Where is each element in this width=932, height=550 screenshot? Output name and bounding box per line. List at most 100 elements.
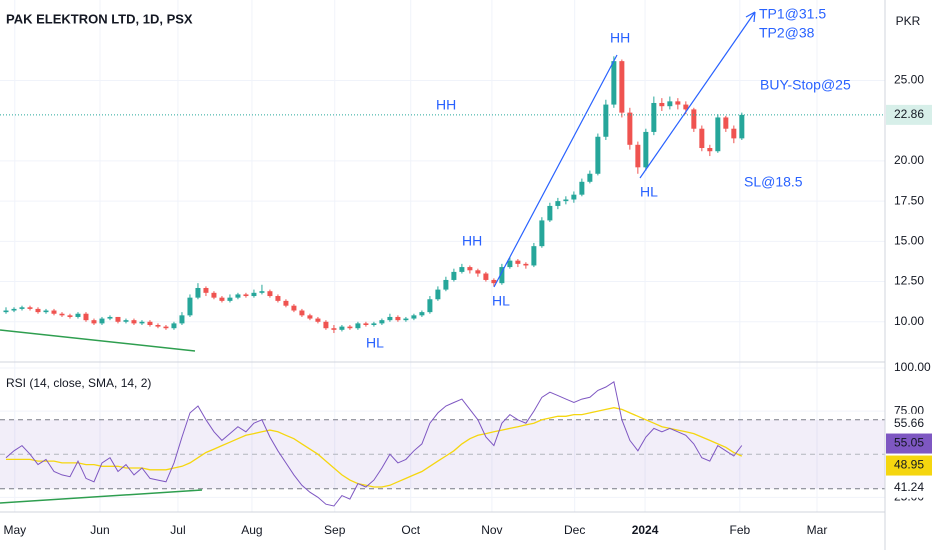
rsi-level-badge-label: 41.24 — [894, 480, 924, 494]
candle-body — [355, 323, 361, 329]
candle-body — [203, 287, 209, 293]
candle-body — [467, 267, 473, 271]
candle-body — [107, 316, 113, 319]
rsi-title: RSI (14, close, SMA, 14, 2) — [6, 376, 151, 390]
candle-body — [595, 136, 601, 174]
candle-body — [539, 220, 545, 247]
candle-body — [339, 326, 345, 330]
candle-body — [251, 292, 257, 297]
x-tick-label: Dec — [564, 523, 585, 537]
candle-body — [43, 310, 49, 313]
annotation: HL — [492, 293, 510, 309]
y-tick-label: 20.00 — [894, 153, 924, 167]
labels: May Jun Jul Aug Sep Oct Nov Dec 2024 Feb Mar 10.00 1… — [3, 6, 932, 537]
candle-body — [603, 104, 609, 137]
candle-body — [555, 201, 561, 206]
annotation: HH — [610, 30, 630, 46]
candle-body — [171, 323, 177, 329]
rsi-level-badge-label: 55.66 — [894, 416, 924, 430]
candle-body — [563, 199, 569, 202]
candle-body — [371, 323, 377, 325]
trend-line — [639, 11, 756, 179]
annotation: TP2@38 — [759, 25, 815, 41]
candle-body — [275, 296, 281, 301]
x-tick-label: Aug — [241, 523, 262, 537]
candle-body — [675, 101, 681, 105]
rsi-level-badge — [886, 477, 932, 498]
candle-body — [435, 289, 441, 300]
candle-body — [571, 194, 577, 200]
candle-body — [259, 291, 265, 293]
candle-body — [499, 267, 505, 284]
y-tick-label: 17.50 — [894, 193, 924, 207]
candle-body — [699, 128, 705, 149]
candle-body — [419, 312, 425, 316]
marks — [0, 56, 885, 507]
candle-body — [707, 148, 713, 152]
candle-body — [387, 316, 393, 321]
candle-body — [195, 287, 201, 298]
candle-body — [395, 316, 401, 321]
y-tick-label: 10.00 — [894, 314, 924, 328]
candle-body — [155, 324, 161, 327]
candle-body — [547, 205, 553, 221]
candle-body — [403, 318, 409, 321]
candle-body — [411, 315, 417, 319]
candle-body — [331, 328, 337, 330]
candle-body — [611, 61, 617, 105]
y-tick-label: 15.00 — [894, 234, 924, 248]
candle-body — [651, 102, 657, 132]
candle-body — [531, 246, 537, 266]
candle-body — [75, 313, 81, 317]
x-tick-label: Sep — [324, 523, 346, 537]
grid — [0, 0, 885, 512]
annotation: BUY-Stop@25 — [760, 77, 851, 93]
candle-body — [11, 308, 17, 311]
x-tick-label: Jul — [170, 523, 185, 537]
candle-body — [147, 321, 153, 325]
candle-body — [123, 320, 129, 322]
candle-body — [67, 315, 73, 317]
arrow-head — [745, 11, 756, 23]
candle-body — [475, 270, 481, 274]
candle-body — [139, 321, 145, 324]
candle-body — [219, 297, 225, 301]
candle-body — [299, 310, 305, 316]
candle-body — [131, 320, 137, 324]
candle-body — [91, 320, 97, 324]
rsi-line — [5, 380, 743, 507]
x-tick-label: Oct — [401, 523, 420, 537]
y-tick-label: 25.00 — [894, 73, 924, 87]
candle-body — [235, 294, 241, 298]
candle-body — [3, 310, 9, 313]
annotation: SL@18.5 — [744, 174, 803, 190]
candle-body — [347, 326, 353, 329]
candle-body — [691, 109, 697, 129]
x-tick-label: Mar — [807, 523, 828, 537]
candle-body — [619, 61, 625, 113]
annotation: HL — [640, 184, 658, 200]
candle-body — [35, 308, 41, 313]
candle-body — [99, 318, 105, 324]
rsi-level-badge — [886, 413, 932, 434]
candle-body — [323, 321, 329, 329]
candle-body — [163, 326, 169, 329]
price-badge — [886, 104, 932, 125]
candle-body — [59, 313, 65, 316]
candle-body — [723, 117, 729, 129]
candle-body — [187, 297, 193, 316]
candle-body — [115, 316, 121, 322]
candle-body — [283, 300, 289, 306]
candle-body — [483, 273, 489, 280]
candle-body — [523, 263, 529, 266]
rsi-sma-badge-label: 48.95 — [894, 458, 924, 472]
candle-body — [507, 260, 513, 268]
rsi-sma-badge — [886, 455, 932, 476]
candle-body — [307, 315, 313, 319]
candle-body — [83, 313, 89, 321]
candle-body — [315, 318, 321, 322]
annotation: HH — [462, 233, 482, 249]
y-tick-label: 12.50 — [894, 274, 924, 288]
candle-body — [363, 323, 369, 325]
